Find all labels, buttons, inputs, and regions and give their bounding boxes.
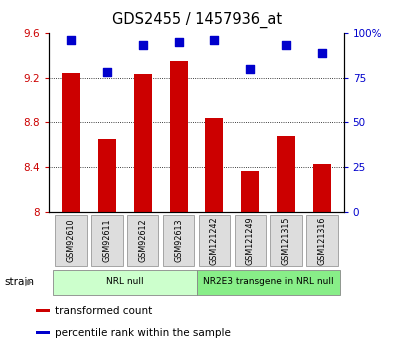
Text: percentile rank within the sample: percentile rank within the sample — [55, 328, 231, 338]
FancyBboxPatch shape — [235, 215, 266, 266]
Bar — [62, 73, 80, 212]
Point — [247, 66, 254, 71]
FancyBboxPatch shape — [53, 270, 197, 295]
Text: transformed count: transformed count — [55, 306, 152, 316]
Point — [175, 39, 182, 45]
Bar — [277, 136, 295, 212]
FancyBboxPatch shape — [271, 215, 302, 266]
Text: GDS2455 / 1457936_at: GDS2455 / 1457936_at — [113, 12, 282, 28]
Text: GSM92611: GSM92611 — [102, 219, 111, 263]
Bar — [134, 74, 152, 212]
Text: GSM121315: GSM121315 — [282, 216, 291, 265]
Text: NR2E3 transgene in NRL null: NR2E3 transgene in NRL null — [203, 277, 334, 286]
Point — [103, 69, 110, 75]
FancyBboxPatch shape — [55, 215, 87, 266]
Text: GSM121242: GSM121242 — [210, 216, 219, 265]
Point — [283, 42, 290, 48]
FancyBboxPatch shape — [197, 270, 340, 295]
FancyBboxPatch shape — [307, 215, 338, 266]
Point — [68, 37, 74, 43]
Bar — [313, 164, 331, 212]
FancyBboxPatch shape — [127, 215, 158, 266]
Text: ▶: ▶ — [25, 277, 32, 287]
Text: GSM92610: GSM92610 — [66, 219, 75, 263]
Text: GSM121316: GSM121316 — [318, 216, 327, 265]
Point — [139, 42, 146, 48]
Text: GSM121249: GSM121249 — [246, 216, 255, 265]
Point — [319, 50, 325, 55]
Bar — [169, 61, 188, 212]
Text: strain: strain — [4, 277, 34, 287]
Bar — [98, 139, 116, 212]
FancyBboxPatch shape — [199, 215, 230, 266]
FancyBboxPatch shape — [163, 215, 194, 266]
FancyBboxPatch shape — [91, 215, 122, 266]
Bar — [36, 331, 50, 334]
Bar — [241, 171, 259, 212]
Text: NRL null: NRL null — [106, 277, 143, 286]
Bar — [36, 309, 50, 312]
Text: GSM92613: GSM92613 — [174, 219, 183, 263]
Text: GSM92612: GSM92612 — [138, 219, 147, 263]
Point — [211, 37, 218, 43]
Bar — [205, 118, 224, 212]
